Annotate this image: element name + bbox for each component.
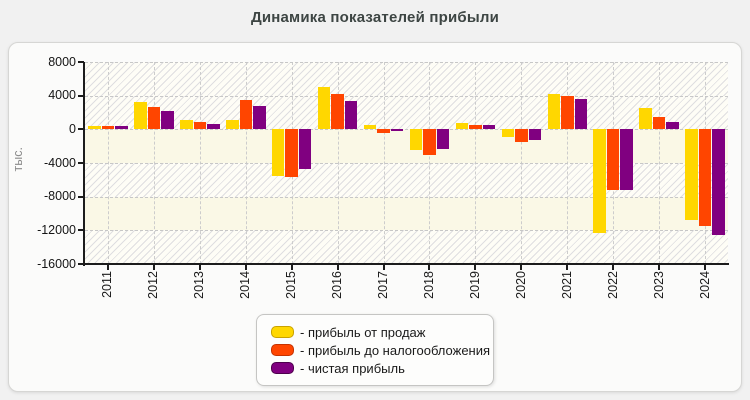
legend-label: - прибыль до налогообложения <box>300 342 491 358</box>
chart-title: Динамика показателей прибыли <box>250 9 500 26</box>
legend-item-1: - прибыль от продаж <box>271 324 493 340</box>
legend-swatch-icon <box>271 362 294 374</box>
legend-item-3: - чистая прибыль <box>271 360 493 376</box>
legend-swatch-icon <box>271 326 294 338</box>
plot-area <box>86 63 729 265</box>
legend-item-2: - прибыль до налогообложения <box>271 342 493 358</box>
legend-box: - прибыль от продаж - прибыль до налогооб… <box>256 314 494 386</box>
legend-label: - чистая прибыль <box>300 360 405 376</box>
legend-rows: - прибыль от продаж - прибыль до налогооб… <box>271 324 493 376</box>
legend-label: - прибыль от продаж <box>300 324 426 340</box>
legend-swatch-icon <box>271 344 294 356</box>
